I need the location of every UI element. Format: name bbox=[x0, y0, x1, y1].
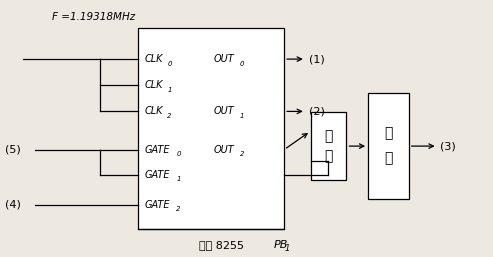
Text: OUT: OUT bbox=[214, 106, 235, 116]
Text: 1: 1 bbox=[240, 113, 245, 119]
Bar bbox=[368, 93, 409, 199]
Text: (1): (1) bbox=[309, 54, 325, 64]
Text: (4): (4) bbox=[5, 200, 21, 210]
Text: 0: 0 bbox=[168, 61, 172, 67]
Text: CLK: CLK bbox=[144, 54, 163, 64]
Bar bbox=[138, 28, 284, 229]
Text: 2: 2 bbox=[168, 113, 172, 119]
Text: CLK: CLK bbox=[144, 80, 163, 90]
Text: (3): (3) bbox=[440, 141, 456, 151]
Text: 1: 1 bbox=[284, 244, 289, 253]
Text: 门: 门 bbox=[324, 149, 333, 163]
Text: 2: 2 bbox=[176, 206, 181, 212]
Text: 1: 1 bbox=[176, 176, 181, 182]
Text: GATE: GATE bbox=[144, 170, 170, 180]
Text: 滤: 滤 bbox=[384, 126, 392, 141]
Text: 来自 8255: 来自 8255 bbox=[199, 240, 248, 250]
Text: 1: 1 bbox=[168, 87, 172, 93]
Text: 0: 0 bbox=[240, 61, 245, 67]
Text: 波: 波 bbox=[384, 152, 392, 166]
Text: F =1.19318MHz: F =1.19318MHz bbox=[52, 12, 136, 22]
Text: 与: 与 bbox=[324, 129, 333, 143]
Text: CLK: CLK bbox=[144, 106, 163, 116]
Text: (5): (5) bbox=[5, 145, 21, 155]
Text: 0: 0 bbox=[176, 151, 181, 157]
Text: PB: PB bbox=[274, 240, 288, 250]
Text: GATE: GATE bbox=[144, 200, 170, 210]
Text: (2): (2) bbox=[309, 106, 325, 116]
Text: GATE: GATE bbox=[144, 145, 170, 155]
Text: OUT: OUT bbox=[214, 54, 235, 64]
Text: OUT: OUT bbox=[214, 145, 235, 155]
Bar bbox=[311, 112, 347, 180]
Text: 2: 2 bbox=[240, 151, 245, 157]
